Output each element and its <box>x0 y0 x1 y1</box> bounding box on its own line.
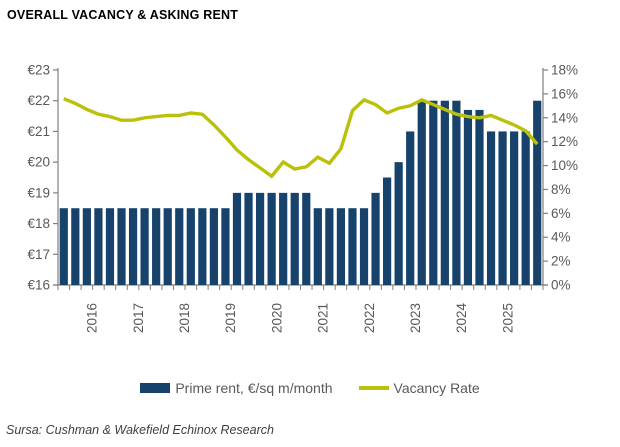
svg-text:2021: 2021 <box>316 303 331 333</box>
svg-text:€20: €20 <box>27 155 50 170</box>
svg-text:14%: 14% <box>551 110 578 125</box>
svg-text:4%: 4% <box>551 230 571 245</box>
chart-title: OVERALL VACANCY & ASKING RENT <box>7 8 239 22</box>
svg-text:2018: 2018 <box>177 303 192 333</box>
vacancy-rent-chart: €16 €17 €18 €19 €20 €21 €22 €23 0% 2% 4% 6% 8% 10% 12%… <box>27 63 578 334</box>
svg-text:€18: €18 <box>27 216 50 231</box>
vacancy-rate-swatch-icon <box>358 386 389 390</box>
svg-text:2016: 2016 <box>85 303 100 333</box>
svg-text:€22: €22 <box>27 93 50 108</box>
svg-text:6%: 6% <box>551 206 571 221</box>
svg-text:2017: 2017 <box>131 303 146 333</box>
svg-text:2022: 2022 <box>362 303 377 333</box>
svg-text:2%: 2% <box>551 254 571 269</box>
svg-text:2024: 2024 <box>454 302 469 333</box>
svg-text:2023: 2023 <box>408 303 423 333</box>
svg-text:10%: 10% <box>551 158 578 173</box>
svg-text:12%: 12% <box>551 134 578 149</box>
svg-text:€21: €21 <box>27 124 50 139</box>
svg-text:18%: 18% <box>551 63 578 78</box>
chart-legend: Prime rent, €/sq m/month Vacancy Rate <box>0 380 620 396</box>
svg-text:8%: 8% <box>551 182 571 197</box>
svg-text:0%: 0% <box>551 278 571 293</box>
svg-text:2020: 2020 <box>269 303 284 333</box>
legend-item-vacancy-rate: Vacancy Rate <box>358 380 480 396</box>
legend-item-prime-rent: Prime rent, €/sq m/month <box>140 380 333 396</box>
legend-prime-rent-label: Prime rent, €/sq m/month <box>175 380 333 396</box>
svg-text:2025: 2025 <box>500 303 515 333</box>
svg-text:16%: 16% <box>551 86 578 101</box>
prime-rent-swatch-icon <box>140 383 171 393</box>
svg-text:€16: €16 <box>27 278 50 293</box>
svg-text:€19: €19 <box>27 185 50 200</box>
legend-vacancy-rate-label: Vacancy Rate <box>393 380 480 396</box>
svg-text:€17: €17 <box>27 247 50 262</box>
svg-text:€23: €23 <box>27 63 50 78</box>
svg-text:2019: 2019 <box>223 303 238 333</box>
source-note: Sursa: Cushman & Wakefield Echinox Resea… <box>6 423 274 437</box>
